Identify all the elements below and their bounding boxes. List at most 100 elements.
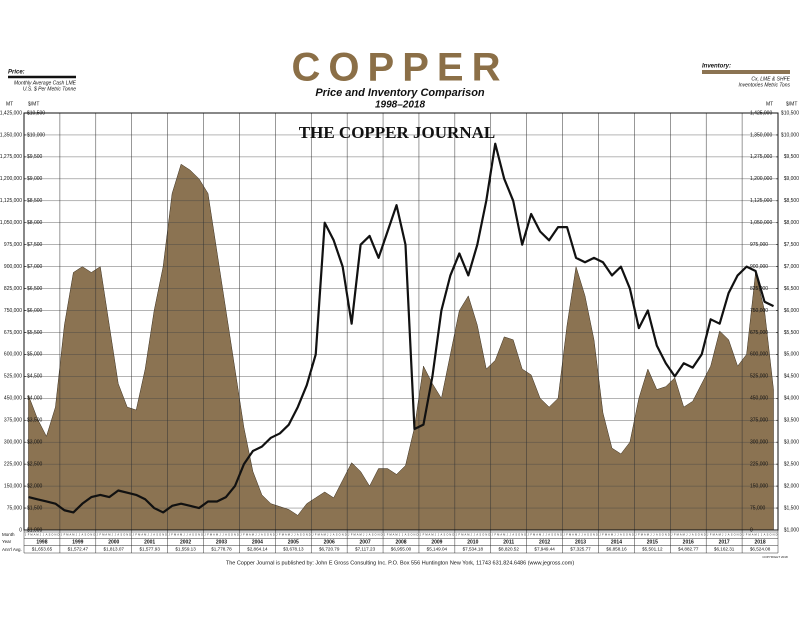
month-label: S [659,533,661,537]
axis-label: $/MT [786,101,797,107]
month-label: J [758,533,760,537]
month-label: S [767,533,769,537]
month-label: J [471,533,473,537]
month-label: M [754,533,756,537]
month-label: A [177,533,179,537]
row-label: Month [2,532,15,537]
y2-tick-label: $2,000 [784,483,800,489]
month-label: N [234,533,236,537]
month-label: M [713,533,715,537]
y2-tick-label: $5,500 [27,330,43,336]
inventory-area [28,163,774,531]
month-label: N [701,533,703,537]
month-label: N [485,533,487,537]
month-label: D [381,533,383,537]
y2-tick-label: $9,500 [784,154,800,160]
legend-text: Cx, LME & SHFE [751,76,790,82]
y-tick-label: 600,000 [4,352,22,358]
month-label: O [410,533,412,537]
y-tick-label: 1,200,000 [0,176,22,182]
month-label: A [692,533,694,537]
month-label: O [770,533,772,537]
month-label: M [318,533,320,537]
month-label: J [43,533,45,537]
month-label: J [97,533,99,537]
month-label: J [725,533,727,537]
y-tick-label: 1,350,000 [0,132,22,138]
month-label: S [479,533,481,537]
month-label: D [273,533,275,537]
month-label: A [34,533,36,537]
y2-tick-label: $1,500 [784,505,800,511]
month-label: J [258,533,260,537]
y2-tick-label: $5,000 [784,352,800,358]
month-label: M [431,533,433,537]
y2-tick-label: $4,000 [27,396,43,402]
month-label: F [387,533,389,537]
month-label: D [776,533,778,537]
y2-tick-label: $8,000 [784,220,800,226]
month-label: D [237,533,239,537]
month-label: J [474,533,476,537]
month-label: O [698,533,700,537]
month-label: J [148,533,150,537]
month-label: J [435,533,437,537]
y-tick-label: 525,000 [750,374,768,380]
month-label: M [395,533,397,537]
month-label: J [151,533,153,537]
row-label: Ann'l Avg. [2,547,22,552]
month-label: O [87,533,89,537]
y-tick-label: 975,000 [4,242,22,248]
month-label: N [378,533,380,537]
month-label: M [360,533,362,537]
price-line [28,142,774,514]
month-label: M [252,533,254,537]
month-label: J [707,533,709,537]
month-label: M [138,533,140,537]
year-label: 1999 [72,539,83,545]
month-label: M [575,533,577,537]
month-label: J [76,533,78,537]
year-label: 2004 [252,539,263,545]
month-label: N [126,533,128,537]
month-label: J [384,533,386,537]
month-label: F [566,533,568,537]
month-label: O [446,533,448,537]
month-label: D [93,533,95,537]
month-label: M [748,533,750,537]
legend-label: Inventory: [702,64,731,70]
y-tick-label: 1,275,000 [750,154,772,160]
month-label: M [354,533,356,537]
month-label: M [30,533,32,537]
y-tick-label: 450,000 [750,396,768,402]
y2-tick-label: $7,000 [784,264,800,270]
month-label: A [321,533,323,537]
month-label: M [324,533,326,537]
y-tick-label: 1,350,000 [750,132,772,138]
month-label: D [668,533,670,537]
y-tick-label: 525,000 [4,374,22,380]
y2-tick-label: $1,000 [784,527,800,533]
month-label: A [46,533,48,537]
y2-tick-label: $4,500 [784,374,800,380]
annual-average: $2,864.14 [247,547,268,552]
month-label: N [449,533,451,537]
y2-tick-label: $5,500 [784,330,800,336]
year-label: 2000 [108,539,119,545]
month-label: O [123,533,125,537]
y-tick-label: 150,000 [750,483,768,489]
year-label: 2018 [754,539,765,545]
month-label: N [162,533,164,537]
y2-tick-label: $3,500 [784,418,800,424]
month-label: S [372,533,374,537]
month-label: M [174,533,176,537]
month-label: D [632,533,634,537]
month-label: O [626,533,628,537]
month-label: M [569,533,571,537]
month-label: M [533,533,535,537]
month-label: F [459,533,461,537]
month-label: M [719,533,721,537]
month-label: A [644,533,646,537]
year-label: 2012 [539,539,550,545]
